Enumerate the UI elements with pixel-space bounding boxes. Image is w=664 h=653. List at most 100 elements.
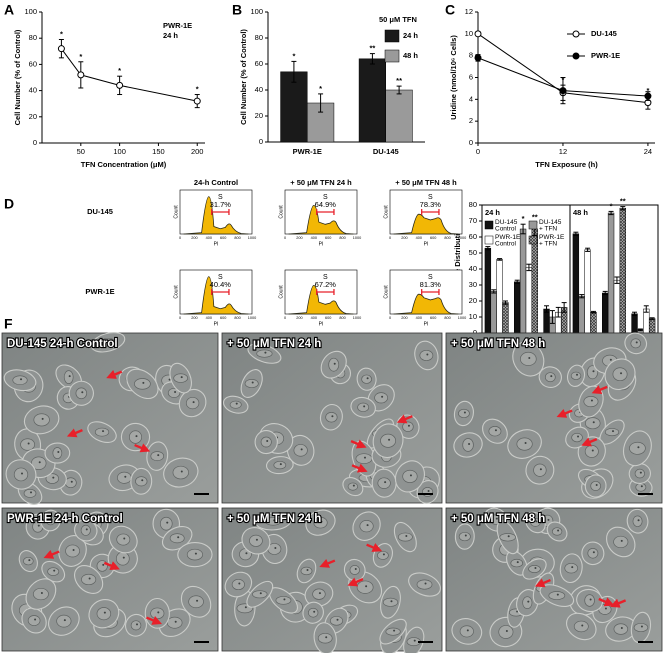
- nucleolus: [609, 358, 612, 361]
- bar: [648, 318, 656, 334]
- nucleolus: [550, 375, 553, 378]
- nucleus: [293, 444, 308, 457]
- nucleus: [20, 438, 36, 451]
- nucleolus: [592, 370, 595, 373]
- annotation: PWR-1E: [163, 21, 192, 30]
- nucleus: [613, 623, 629, 635]
- histogram-x-label: PI: [319, 241, 324, 247]
- data-line: [61, 48, 198, 102]
- nucleolus: [251, 381, 254, 384]
- gate-label: S: [323, 274, 328, 281]
- nucleolus: [591, 449, 594, 452]
- histogram-tick-label: 800: [339, 236, 345, 240]
- gate-label: S: [428, 194, 433, 201]
- nucleus: [584, 594, 595, 607]
- nucleolus: [85, 528, 88, 531]
- y-tick-label: 60: [469, 232, 477, 241]
- red-arrow: [134, 443, 151, 453]
- nucleolus: [96, 522, 99, 525]
- nucleus: [32, 587, 49, 601]
- histogram-tick-label: 200: [191, 236, 197, 240]
- bar: [572, 233, 580, 334]
- nucleolus: [136, 623, 139, 626]
- red-arrow: [43, 549, 60, 559]
- nucleus: [585, 417, 601, 430]
- data-point: [474, 54, 482, 62]
- nucleus: [52, 447, 63, 459]
- bar: [531, 228, 538, 334]
- nucleolus: [547, 518, 550, 521]
- data-point: [474, 30, 482, 38]
- x-tick-label: 50: [77, 147, 85, 156]
- histogram-y-label: Count: [278, 205, 284, 219]
- nucleolus: [88, 577, 91, 580]
- bar: [484, 247, 492, 334]
- x-tick-label: 0: [476, 147, 480, 156]
- histogram-tick-label: 1000: [353, 316, 361, 320]
- nucleus: [33, 413, 50, 427]
- nucleolus: [620, 372, 623, 375]
- nucleolus: [124, 475, 127, 478]
- bar: [584, 249, 591, 334]
- nucleus: [328, 357, 340, 372]
- micrograph-label: + 50 μM TFN 48 h: [451, 513, 545, 525]
- nucleus: [256, 349, 273, 358]
- histogram-tick-label: 400: [311, 316, 317, 320]
- nucleus: [385, 627, 401, 636]
- nucleolus: [393, 629, 396, 632]
- bar: [525, 267, 533, 334]
- data-point: [57, 45, 65, 53]
- legend-marker: [572, 30, 580, 38]
- nucleolus: [313, 610, 316, 613]
- significance-label: **: [369, 44, 375, 53]
- nucleus: [185, 396, 200, 410]
- histogram-tick-label: 1000: [248, 316, 256, 320]
- nucleus: [377, 550, 389, 560]
- nucleolus: [70, 480, 73, 483]
- y-tick-label: 20: [255, 111, 263, 120]
- histogram: [183, 276, 249, 315]
- x-tick-label: DU-145: [373, 147, 399, 156]
- red-arrow: [351, 463, 368, 473]
- nucleolus: [507, 535, 510, 538]
- nucleolus: [174, 390, 177, 393]
- red-arrow: [598, 597, 615, 607]
- bar: [280, 71, 308, 143]
- histogram-tick-label: 0: [284, 316, 286, 320]
- legend-swatch: [484, 220, 494, 230]
- data-point: [77, 71, 85, 79]
- y-tick-label: 8: [469, 51, 473, 60]
- nucleolus: [590, 399, 593, 402]
- nucleus: [169, 533, 185, 544]
- significance-label: *: [196, 85, 199, 94]
- nucleus: [65, 544, 80, 558]
- nucleus: [116, 471, 132, 484]
- micrograph-label: DU-145 24-h Control: [7, 338, 118, 350]
- nucleolus: [141, 479, 144, 482]
- nucleolus: [516, 561, 519, 564]
- micrograph-label: + 50 μM TFN 48 h: [451, 338, 545, 350]
- bar: [631, 313, 638, 334]
- nucleus: [63, 370, 74, 385]
- nucleus: [23, 556, 34, 566]
- nucleus: [96, 560, 108, 572]
- micrograph-label: + 50 μM TFN 24 h: [227, 513, 321, 525]
- y-tick-label: 0: [469, 138, 473, 147]
- histogram-tick-label: 600: [220, 316, 226, 320]
- nucleus: [115, 551, 130, 566]
- bar: [496, 259, 503, 334]
- nucleus: [583, 395, 599, 408]
- histogram-tick-label: 0: [179, 236, 181, 240]
- bar: [590, 311, 597, 334]
- histogram-tick-label: 0: [179, 316, 181, 320]
- nucleolus: [174, 620, 177, 623]
- nucleolus: [53, 569, 56, 572]
- y-tick-label: 10: [465, 29, 473, 38]
- histogram-tick-label: 800: [234, 316, 240, 320]
- x-tick-label: 150: [152, 147, 165, 156]
- nucleus: [150, 607, 165, 620]
- nucleus: [564, 562, 579, 574]
- s-phase-percent: 31.7%: [210, 200, 232, 209]
- nucleolus: [354, 567, 357, 570]
- nucleolus: [273, 519, 276, 522]
